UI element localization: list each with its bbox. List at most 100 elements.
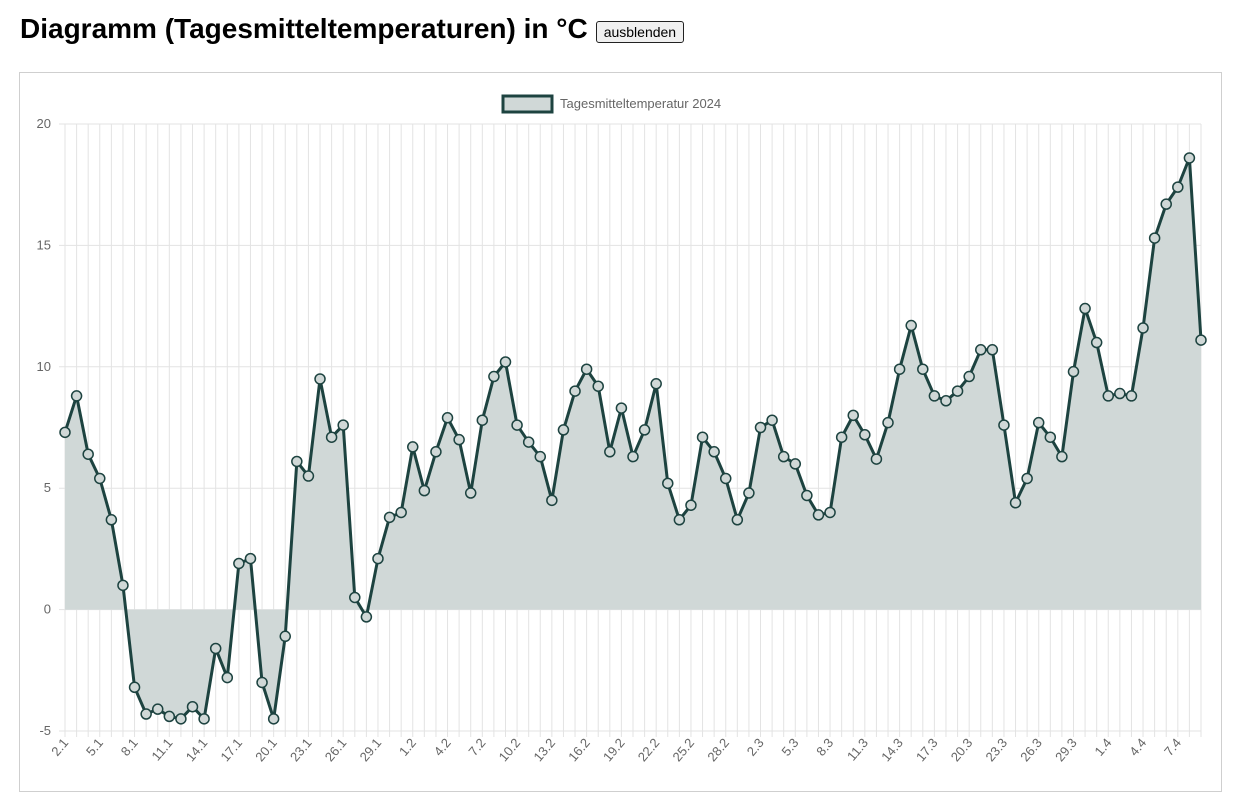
legend[interactable]: Tagesmitteltemperatur 2024 [501, 94, 721, 114]
data-point[interactable] [476, 414, 489, 426]
hide-chart-button[interactable]: ausblenden [595, 21, 685, 43]
data-point[interactable] [847, 409, 859, 422]
data-point[interactable] [1021, 472, 1033, 485]
data-point[interactable] [94, 472, 106, 485]
data-point[interactable] [233, 557, 245, 570]
data-point[interactable] [893, 363, 906, 375]
data-point[interactable] [488, 370, 500, 383]
data-point[interactable] [1183, 152, 1196, 164]
data-point[interactable] [777, 450, 790, 463]
data-point[interactable] [546, 494, 558, 507]
data-point[interactable] [743, 487, 755, 499]
data-point[interactable] [418, 484, 431, 497]
data-point[interactable] [325, 431, 338, 443]
data-point[interactable] [522, 436, 535, 448]
data-point[interactable] [140, 708, 152, 720]
data-point[interactable] [453, 433, 465, 446]
data-point[interactable] [719, 472, 732, 485]
data-point[interactable] [905, 319, 917, 332]
data-point[interactable] [1160, 198, 1172, 210]
data-point[interactable] [986, 344, 999, 356]
data-point[interactable] [360, 611, 373, 623]
data-point[interactable] [175, 713, 187, 725]
data-point[interactable] [569, 385, 581, 397]
data-point[interactable] [1090, 336, 1103, 349]
data-point[interactable] [592, 380, 604, 392]
data-point[interactable] [337, 419, 349, 431]
data-point[interactable] [731, 514, 744, 526]
data-point[interactable] [441, 412, 454, 424]
data-point[interactable] [673, 514, 686, 526]
data-point[interactable] [82, 448, 94, 460]
data-point[interactable] [430, 446, 442, 458]
data-point[interactable] [801, 489, 813, 502]
data-point[interactable] [372, 552, 384, 565]
data-point[interactable] [128, 681, 141, 694]
data-point[interactable] [708, 446, 720, 458]
data-point[interactable] [383, 511, 396, 524]
data-point[interactable] [835, 431, 848, 443]
data-point[interactable] [824, 506, 836, 519]
data-point[interactable] [696, 431, 709, 443]
data-point[interactable] [754, 421, 767, 434]
data-point[interactable] [1009, 497, 1022, 509]
data-point[interactable] [407, 441, 419, 453]
data-point[interactable] [511, 419, 523, 431]
data-point[interactable] [1044, 431, 1057, 443]
data-point[interactable] [604, 446, 616, 458]
data-point[interactable] [1032, 416, 1045, 429]
data-point[interactable] [951, 385, 964, 397]
data-point[interactable] [244, 552, 257, 565]
data-point[interactable] [499, 356, 512, 368]
data-point[interactable] [1172, 181, 1184, 193]
data-point[interactable] [151, 703, 164, 715]
data-point[interactable] [117, 579, 129, 592]
data-point[interactable] [615, 402, 628, 414]
data-point[interactable] [70, 390, 83, 402]
data-point[interactable] [1114, 387, 1126, 400]
data-point[interactable] [812, 509, 825, 521]
data-point[interactable] [650, 378, 662, 390]
data-point[interactable] [349, 591, 361, 604]
data-point[interactable] [766, 414, 778, 426]
data-point[interactable] [870, 453, 883, 465]
data-point[interactable] [1079, 302, 1091, 315]
data-point[interactable] [963, 370, 975, 383]
data-point[interactable] [291, 455, 303, 468]
data-point[interactable] [105, 514, 118, 526]
data-point[interactable] [267, 713, 280, 725]
data-point[interactable] [882, 416, 894, 429]
data-point[interactable] [1056, 450, 1068, 463]
data-point[interactable] [1195, 334, 1207, 346]
data-point[interactable] [685, 499, 697, 511]
data-point[interactable] [627, 450, 639, 463]
data-point[interactable] [464, 487, 477, 499]
data-point[interactable] [534, 450, 547, 463]
data-point[interactable] [1102, 390, 1115, 402]
data-point[interactable] [186, 700, 199, 713]
data-point[interactable] [638, 424, 651, 436]
data-point[interactable] [662, 477, 674, 490]
data-point[interactable] [209, 642, 222, 655]
data-point[interactable] [940, 395, 952, 407]
data-point[interactable] [580, 363, 593, 375]
data-point[interactable] [1148, 232, 1161, 244]
data-point[interactable] [256, 676, 268, 689]
data-point[interactable] [279, 630, 291, 643]
data-point[interactable] [917, 363, 929, 375]
data-point[interactable] [59, 426, 71, 439]
data-point[interactable] [975, 344, 987, 356]
data-point[interactable] [198, 713, 210, 725]
data-point[interactable] [1125, 390, 1138, 402]
data-point[interactable] [1137, 322, 1149, 334]
data-point[interactable] [928, 390, 941, 402]
data-point[interactable] [557, 424, 570, 436]
data-point[interactable] [314, 373, 326, 385]
data-point[interactable] [163, 710, 176, 723]
data-point[interactable] [1067, 365, 1080, 378]
data-point[interactable] [221, 671, 234, 684]
data-point[interactable] [859, 429, 871, 441]
data-point[interactable] [395, 506, 407, 519]
data-point[interactable] [789, 458, 802, 470]
data-point[interactable] [998, 419, 1010, 431]
